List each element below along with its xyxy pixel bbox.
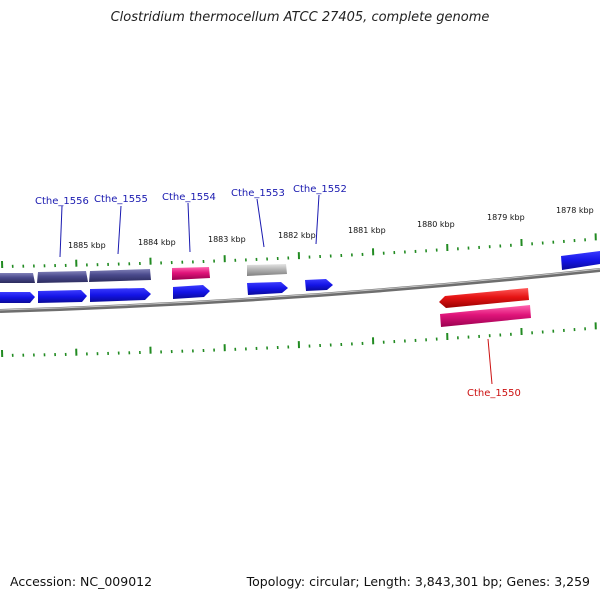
tick-ring-inner [1,322,597,358]
label-leader [256,198,265,248]
gene-label[interactable]: Cthe_1555 [94,194,148,205]
gene-label[interactable]: Cthe_1554 [162,192,216,203]
pseudogene-feature[interactable] [247,264,287,276]
cds-arrow[interactable] [247,282,288,295]
gene-feature[interactable] [89,269,151,282]
label-leader [315,194,320,245]
reverse-cds-arrow[interactable] [439,288,529,308]
tick-label: 1879 kbp [487,213,525,222]
gene-feature[interactable] [561,251,600,270]
tick-label: 1882 kbp [278,231,316,240]
cds-arrow[interactable] [0,292,35,303]
gene-label[interactable]: Cthe_1553 [231,188,285,199]
tick-label: 1885 kbp [68,241,106,250]
tick-label: 1881 kbp [348,226,386,235]
tick-label: 1878 kbp [556,206,594,215]
cds-arrow[interactable] [38,290,87,303]
gene-feature[interactable] [0,273,35,283]
cds-arrow[interactable] [305,279,333,291]
genome-summary-text: Topology: circular; Length: 3,843,301 bp… [246,574,590,589]
tick-label: 1883 kbp [208,235,246,244]
label-leader [59,205,63,258]
gene-label[interactable]: Cthe_1556 [35,196,89,207]
cds-arrow[interactable] [90,288,151,302]
rna-feature[interactable] [172,267,210,280]
label-leader [117,205,122,255]
label-leader [487,338,493,385]
tick-ring-outer [1,233,597,269]
accession-text: Accession: NC_009012 [10,574,153,589]
gene-label[interactable]: Cthe_1552 [293,184,347,195]
tick-label: 1884 kbp [138,238,176,247]
rna-feature[interactable] [440,305,531,327]
gene-feature[interactable] [37,271,88,283]
genome-backbone-highlight [0,268,600,311]
genome-backbone [0,268,600,313]
label-leader [187,202,191,253]
map-title: Clostridium thermocellum ATCC 27405, com… [110,10,490,25]
gene-label[interactable]: Cthe_1550 [467,388,521,399]
cds-arrow[interactable] [173,285,210,299]
tick-label: 1880 kbp [417,220,455,229]
